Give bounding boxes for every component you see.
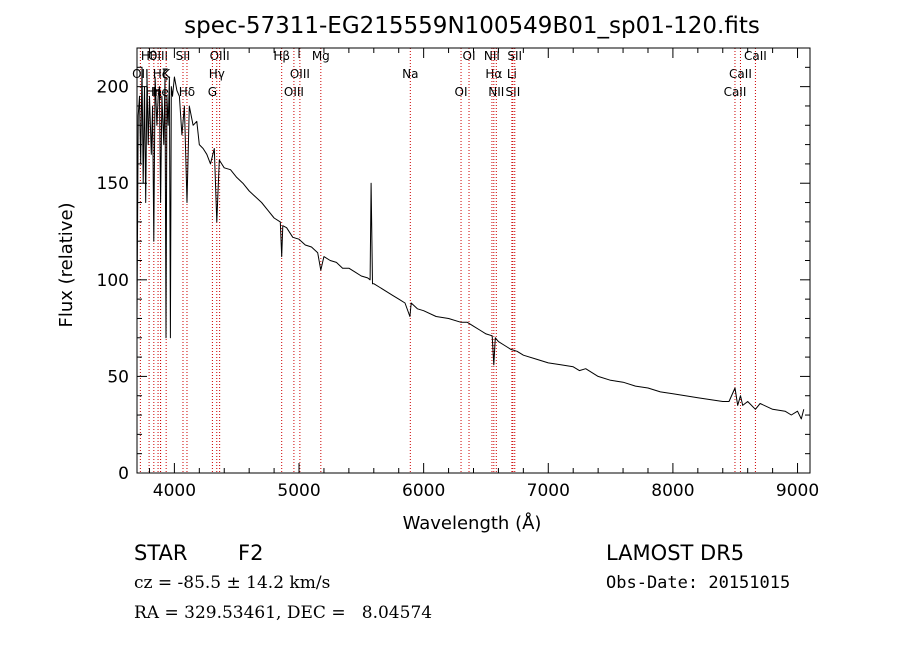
line-marker-label: Na bbox=[402, 67, 418, 81]
line-marker-label: G bbox=[208, 85, 217, 99]
coordinates: RA = 329.53461, DEC = 8.04574 bbox=[134, 603, 433, 623]
line-marker-label: OII bbox=[132, 67, 149, 81]
line-marker-label: Hδ bbox=[179, 85, 195, 99]
line-marker-label: Li bbox=[507, 67, 517, 81]
y-tick-label: 150 bbox=[97, 174, 129, 194]
y-tick-label: 50 bbox=[107, 367, 129, 387]
x-tick-label: 9000 bbox=[776, 481, 819, 501]
plot-frame bbox=[136, 47, 811, 474]
line-marker-label: CaII bbox=[744, 49, 767, 63]
line-marker-label: OIII bbox=[290, 67, 310, 81]
line-marker-label: Hγ bbox=[209, 67, 225, 81]
chart-title: spec-57311-EG215559N100549B01_sp01-120.f… bbox=[184, 13, 760, 39]
y-tick-label: 100 bbox=[97, 271, 129, 291]
line-marker-label: SII bbox=[507, 49, 522, 63]
line-marker-label: OI bbox=[455, 85, 468, 99]
line-marker-label: NII bbox=[484, 49, 500, 63]
redshift-text: cz = -85.5 ± 14.2 km/s bbox=[134, 573, 331, 593]
subclass: F2 bbox=[238, 541, 264, 565]
line-marker-label: Hθ bbox=[141, 49, 157, 63]
object-class: STAR bbox=[134, 541, 188, 565]
x-tick-label: 8000 bbox=[651, 481, 694, 501]
spectral-line-markers: HθOIIHηOIIIKHeSIIHζHδOIIIHγGHβOIIIOIIIMg… bbox=[132, 48, 767, 473]
y-axis: 0 50 100 150 200 bbox=[97, 66, 810, 484]
line-marker-label: CaII bbox=[729, 67, 752, 81]
line-marker-label: OIII bbox=[148, 49, 168, 63]
line-marker-label: OIII bbox=[284, 85, 304, 99]
x-tick-label: 5000 bbox=[277, 481, 320, 501]
line-marker-label: Hα bbox=[485, 67, 502, 81]
spectrum-line bbox=[136, 66, 805, 420]
x-axis-label: Wavelength (Å) bbox=[403, 512, 542, 534]
line-marker-label: OI bbox=[463, 49, 476, 63]
line-marker-label: Hζ bbox=[153, 67, 169, 81]
line-marker-label: Mg bbox=[312, 49, 330, 63]
x-tick-label: 7000 bbox=[527, 481, 570, 501]
line-marker-label: CaII bbox=[724, 85, 747, 99]
line-marker-label: NII bbox=[488, 85, 504, 99]
line-marker-label: SII bbox=[506, 85, 521, 99]
x-axis: 4000 5000 6000 7000 8000 9000 bbox=[148, 48, 819, 501]
line-marker-label: K bbox=[162, 67, 171, 81]
line-marker-label: SII bbox=[176, 49, 191, 63]
x-tick-label: 6000 bbox=[402, 481, 445, 501]
x-tick-label: 4000 bbox=[153, 481, 196, 501]
y-tick-label: 200 bbox=[97, 78, 129, 98]
line-marker-label: Hβ bbox=[273, 49, 290, 63]
y-axis-label: Flux (relative) bbox=[56, 202, 77, 327]
y-tick-label: 0 bbox=[118, 464, 129, 484]
spectrum-layer bbox=[136, 66, 805, 420]
survey-name: LAMOST DR5 bbox=[606, 541, 745, 565]
obs-date: Obs-Date: 20151015 bbox=[606, 573, 791, 593]
